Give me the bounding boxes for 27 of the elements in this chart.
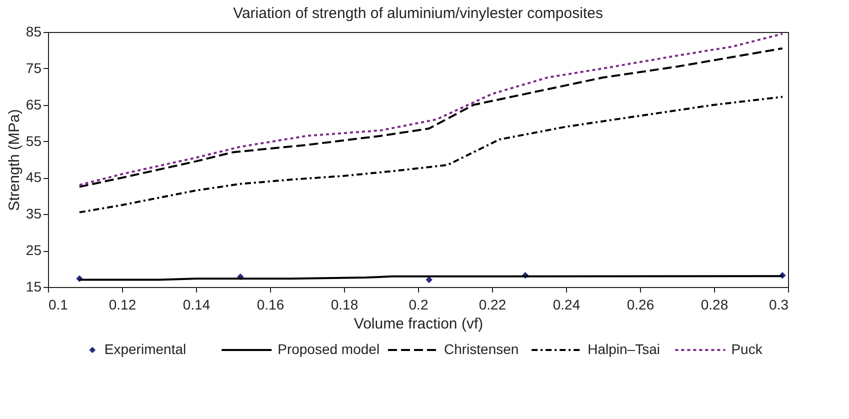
y-tick-label: 25 [26,242,42,258]
legend-label: Proposed model [278,341,380,357]
chart-title: Variation of strength of aluminium/vinylester composites [233,5,603,22]
x-tick-label: 0.18 [330,296,358,312]
x-tick-label: 0.1 [48,296,68,312]
y-tick-label: 55 [26,132,42,149]
y-axis-title: Strength (MPa) [6,109,23,211]
legend-label: Halpin–Tsai [588,341,660,357]
y-tick-label: 45 [26,169,42,186]
y-tick-label: 15 [26,278,42,294]
x-tick-label: 0.14 [182,296,210,312]
x-tick-label: 0.3 [769,296,789,312]
y-tick-label: 65 [26,96,42,112]
y-tick-label: 35 [26,206,42,222]
x-tick-label: 0.24 [552,296,580,312]
x-tick-label: 0.22 [478,296,506,312]
x-tick-label: 0.12 [108,296,136,312]
x-tick-label: 0.26 [626,296,654,312]
x-tick-label: 0.2 [408,296,428,312]
legend-label: Christensen [444,341,519,357]
y-tick-label: 85 [26,24,42,40]
x-tick-label: 0.16 [256,296,284,312]
x-axis-title: Volume fraction (vf) [354,316,484,332]
legend-label: Experimental [104,341,186,357]
legend-label: Puck [731,341,764,357]
y-tick-label: 75 [26,60,42,76]
x-tick-label: 0.28 [700,296,728,312]
